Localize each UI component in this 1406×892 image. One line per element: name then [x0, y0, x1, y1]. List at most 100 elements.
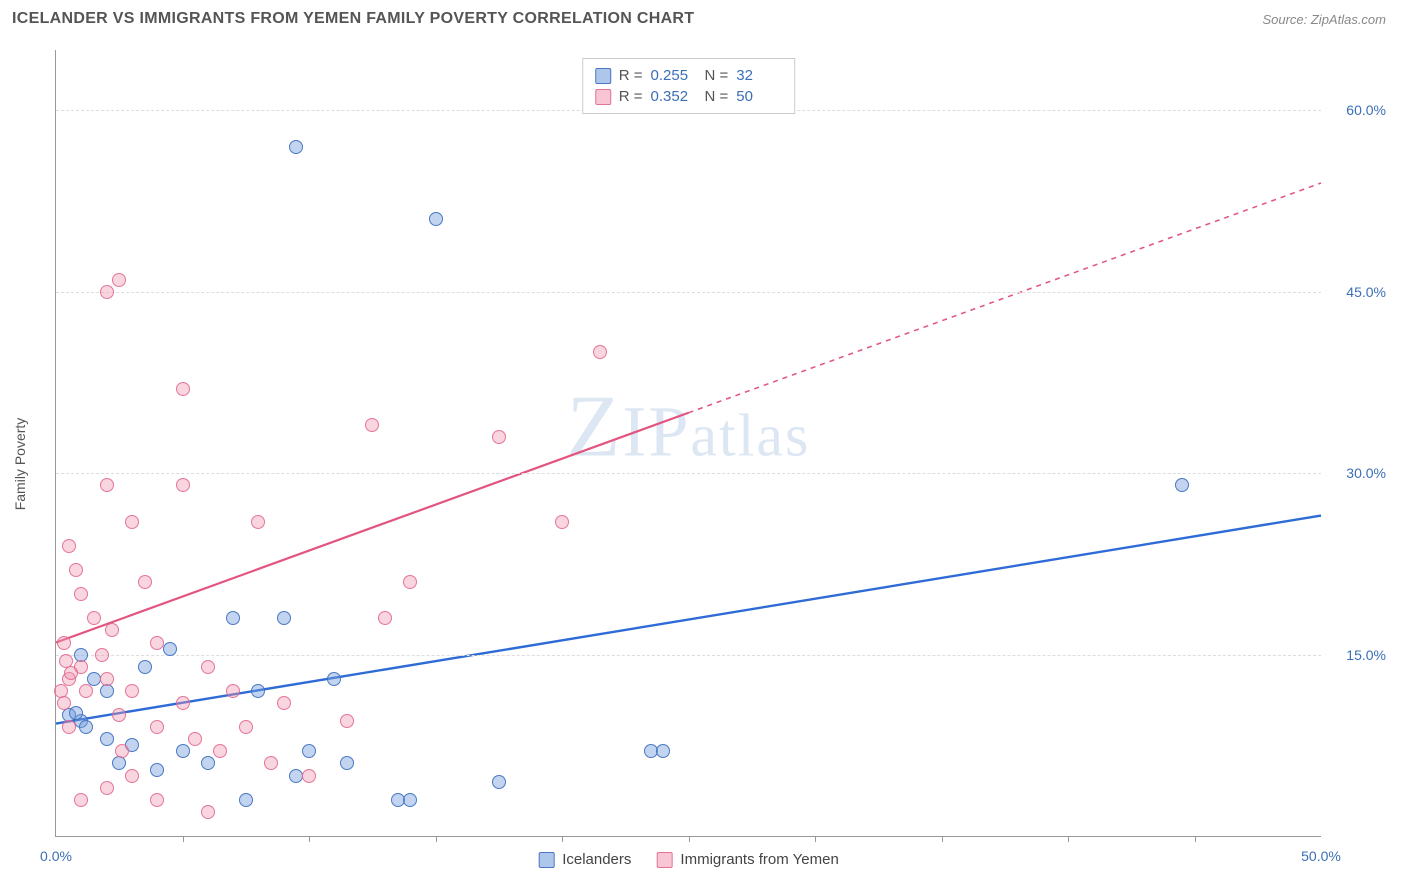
trend-line — [56, 516, 1321, 724]
scatter-point — [555, 515, 569, 529]
x-tick-mark — [309, 836, 310, 842]
x-tick-mark — [436, 836, 437, 842]
scatter-point — [492, 430, 506, 444]
r-value: 0.255 — [651, 67, 697, 84]
x-tick-label: 50.0% — [1301, 848, 1341, 864]
x-tick-mark — [1195, 836, 1196, 842]
scatter-point — [340, 714, 354, 728]
scatter-point — [1175, 478, 1189, 492]
scatter-point — [251, 684, 265, 698]
scatter-point — [163, 642, 177, 656]
gridline — [56, 292, 1321, 293]
scatter-point — [277, 696, 291, 710]
chart-area: Family Poverty ZIPatlas R = 0.255 N = 32… — [30, 50, 1391, 877]
scatter-point — [429, 212, 443, 226]
x-tick-mark — [1068, 836, 1069, 842]
r-label: R = — [619, 88, 643, 105]
scatter-point — [100, 781, 114, 795]
scatter-point — [365, 418, 379, 432]
scatter-point — [176, 744, 190, 758]
y-tick-label: 45.0% — [1326, 284, 1386, 300]
scatter-point — [302, 769, 316, 783]
watermark-atlas: atlas — [690, 403, 810, 469]
chart-title: ICELANDER VS IMMIGRANTS FROM YEMEN FAMIL… — [12, 10, 694, 28]
scatter-point — [492, 775, 506, 789]
scatter-point — [403, 575, 417, 589]
correlation-legend-row: R = 0.255 N = 32 — [595, 65, 783, 86]
scatter-point — [79, 720, 93, 734]
scatter-point — [74, 793, 88, 807]
scatter-point — [239, 720, 253, 734]
x-tick-label: 0.0% — [40, 848, 72, 864]
source-attribution: Source: ZipAtlas.com — [1262, 12, 1386, 27]
scatter-point — [69, 563, 83, 577]
scatter-point — [100, 732, 114, 746]
scatter-point — [138, 660, 152, 674]
scatter-point — [62, 720, 76, 734]
r-value: 0.352 — [651, 88, 697, 105]
trend-line — [56, 413, 689, 643]
trend-line-extension — [689, 183, 1322, 413]
scatter-point — [105, 623, 119, 637]
n-value: 50 — [736, 88, 782, 105]
scatter-point — [69, 706, 83, 720]
trend-lines — [56, 50, 1321, 836]
scatter-point — [277, 611, 291, 625]
series-label: Immigrants from Yemen — [680, 851, 838, 868]
scatter-point — [150, 720, 164, 734]
chart-header: ICELANDER VS IMMIGRANTS FROM YEMEN FAMIL… — [0, 0, 1406, 33]
source-prefix: Source: — [1262, 12, 1310, 27]
scatter-point — [251, 515, 265, 529]
swatch-icon — [538, 852, 554, 868]
x-tick-mark — [815, 836, 816, 842]
r-label: R = — [619, 67, 643, 84]
scatter-point — [150, 636, 164, 650]
source-name: ZipAtlas.com — [1311, 12, 1386, 27]
scatter-point — [327, 672, 341, 686]
scatter-point — [239, 793, 253, 807]
series-legend-item: Icelanders — [538, 851, 631, 868]
scatter-point — [176, 382, 190, 396]
scatter-point — [340, 756, 354, 770]
scatter-point — [201, 805, 215, 819]
scatter-point — [150, 763, 164, 777]
swatch-icon — [595, 68, 611, 84]
series-legend: Icelanders Immigrants from Yemen — [538, 851, 839, 868]
y-tick-label: 30.0% — [1326, 465, 1386, 481]
scatter-point — [302, 744, 316, 758]
x-tick-mark — [562, 836, 563, 842]
scatter-point — [264, 756, 278, 770]
scatter-point — [115, 744, 129, 758]
plot-region: ZIPatlas R = 0.255 N = 32 R = 0.352 N = … — [55, 50, 1321, 837]
scatter-point — [213, 744, 227, 758]
watermark-ip: IP — [622, 392, 690, 472]
scatter-point — [201, 660, 215, 674]
scatter-point — [74, 587, 88, 601]
series-legend-item: Immigrants from Yemen — [656, 851, 838, 868]
scatter-point — [100, 672, 114, 686]
scatter-point — [656, 744, 670, 758]
y-tick-label: 15.0% — [1326, 647, 1386, 663]
scatter-point — [289, 140, 303, 154]
scatter-point — [188, 732, 202, 746]
scatter-point — [378, 611, 392, 625]
scatter-point — [176, 478, 190, 492]
y-tick-label: 60.0% — [1326, 102, 1386, 118]
scatter-point — [176, 696, 190, 710]
scatter-point — [95, 648, 109, 662]
scatter-point — [403, 793, 417, 807]
scatter-point — [100, 285, 114, 299]
correlation-legend: R = 0.255 N = 32 R = 0.352 N = 50 — [582, 58, 796, 114]
scatter-point — [100, 478, 114, 492]
scatter-point — [138, 575, 152, 589]
scatter-point — [62, 539, 76, 553]
gridline — [56, 473, 1321, 474]
scatter-point — [125, 684, 139, 698]
correlation-legend-row: R = 0.352 N = 50 — [595, 86, 783, 107]
n-value: 32 — [736, 67, 782, 84]
scatter-point — [112, 756, 126, 770]
n-label: N = — [705, 67, 729, 84]
y-axis-label: Family Poverty — [12, 417, 28, 510]
scatter-point — [57, 636, 71, 650]
x-tick-mark — [183, 836, 184, 842]
